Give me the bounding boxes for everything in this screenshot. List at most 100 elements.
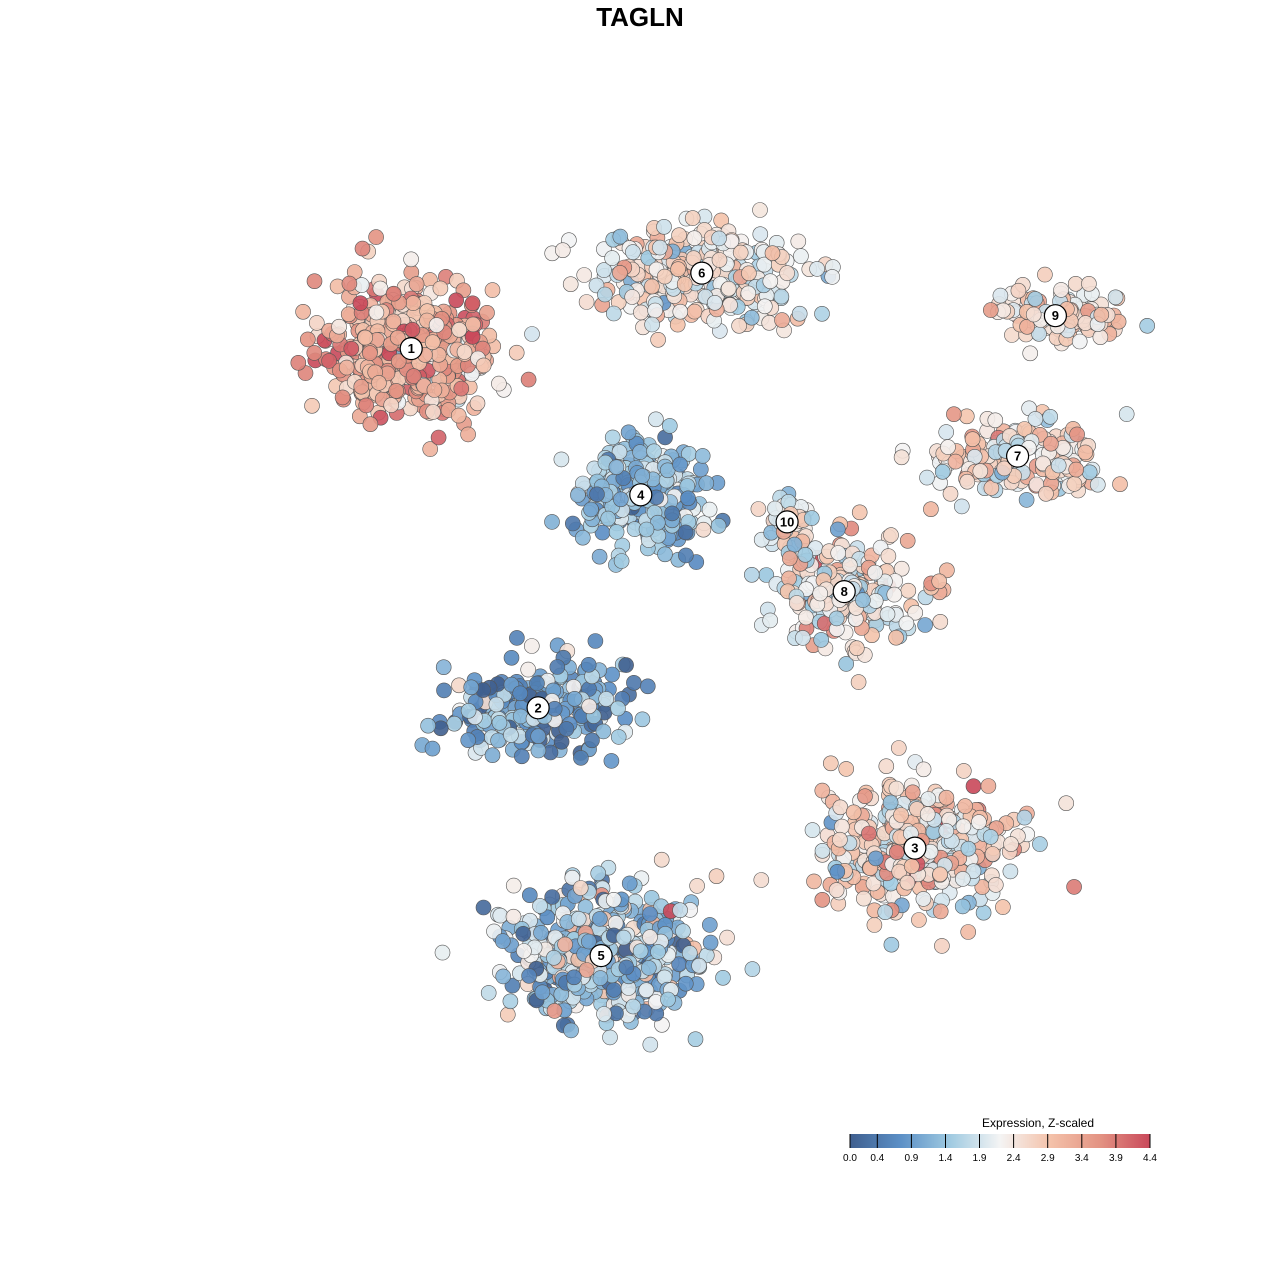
cell-point	[883, 936, 900, 953]
cell-point	[955, 818, 972, 835]
cell-point	[597, 286, 613, 303]
cluster-label-5: 5	[597, 948, 604, 963]
cell-point	[463, 679, 480, 696]
cell-point	[740, 285, 757, 302]
cell-point	[917, 617, 933, 633]
cell-point	[767, 500, 783, 517]
cell-point	[299, 331, 316, 348]
cell-point	[880, 548, 897, 564]
cell-point	[1042, 408, 1058, 425]
cell-point	[558, 721, 575, 737]
cell-point	[650, 331, 666, 348]
cell-point	[420, 717, 436, 734]
cell-point	[484, 747, 501, 764]
cell-point	[888, 629, 904, 646]
cell-point	[638, 521, 655, 538]
cell-point	[523, 638, 540, 654]
colorbar-tick-label: 0.9	[904, 1153, 918, 1164]
cell-point	[774, 312, 790, 328]
cell-point	[638, 982, 655, 999]
cell-point	[1016, 421, 1033, 437]
colorbar-tick-label: 3.4	[1075, 1153, 1089, 1164]
cell-point	[304, 397, 320, 414]
cluster-label-badge	[1005, 444, 1030, 468]
cell-point	[882, 794, 899, 811]
cell-point	[701, 501, 718, 518]
cell-point	[1003, 836, 1019, 852]
cell-point	[624, 289, 641, 305]
cell-point	[791, 305, 808, 322]
cell-point	[503, 649, 520, 666]
cell-point	[814, 842, 831, 859]
cell-point	[886, 586, 903, 603]
cell-point	[904, 784, 921, 801]
cell-point	[899, 532, 916, 549]
cell-point	[634, 711, 651, 728]
cell-point	[573, 750, 589, 766]
cell-point	[972, 463, 989, 479]
cell-point	[512, 708, 529, 725]
cell-point	[479, 304, 495, 321]
cell-point	[608, 524, 625, 540]
cell-point	[521, 887, 538, 904]
cell-point	[687, 1031, 704, 1047]
cell-point	[596, 1006, 612, 1022]
cell-point	[855, 592, 871, 608]
cell-point	[915, 891, 932, 907]
cell-point	[383, 397, 400, 413]
cell-point	[580, 933, 597, 950]
cell-point	[744, 961, 761, 977]
cell-point	[290, 354, 307, 371]
cell-point	[822, 755, 839, 772]
cell-point	[971, 814, 987, 830]
cell-point	[987, 412, 1004, 429]
cell-point	[580, 656, 597, 673]
cell-point	[678, 547, 694, 564]
cell-point	[321, 353, 337, 369]
colorbar-tick-label: 0.0	[843, 1153, 857, 1164]
cell-point	[352, 295, 369, 312]
cell-point	[923, 501, 939, 518]
cell-point	[1022, 345, 1038, 362]
cell-point	[691, 957, 707, 974]
cluster-label-4: 4	[637, 487, 645, 502]
cell-point	[965, 778, 982, 795]
cell-point	[632, 943, 649, 960]
cell-point	[857, 788, 873, 805]
cell-point	[867, 564, 883, 581]
cluster-label-badge	[399, 337, 423, 361]
cell-point	[992, 287, 1009, 304]
cell-point	[515, 925, 532, 942]
cell-point	[492, 907, 509, 924]
cell-point	[878, 758, 895, 775]
cell-point	[656, 268, 673, 285]
cell-point	[460, 426, 476, 443]
colorbar-tick-label: 4.4	[1143, 1153, 1157, 1164]
cell-point	[672, 303, 689, 320]
cell-point	[451, 321, 468, 338]
cell-point	[1050, 457, 1067, 474]
cell-point	[611, 444, 628, 460]
cell-point	[888, 780, 905, 797]
cell-point	[958, 408, 975, 425]
cell-point	[368, 229, 384, 245]
cell-point	[987, 877, 1004, 893]
cell-point	[520, 661, 537, 678]
cluster-label-10: 10	[780, 514, 794, 529]
cell-point	[980, 778, 997, 794]
cell-point	[942, 485, 959, 502]
cell-point	[533, 924, 549, 941]
cell-point	[975, 904, 992, 921]
cell-point	[626, 674, 642, 691]
cell-point	[893, 807, 909, 823]
cell-point	[1018, 492, 1035, 508]
cell-point	[584, 732, 600, 749]
cluster-label-badge	[589, 943, 613, 968]
cell-point	[633, 304, 649, 321]
cell-point	[338, 359, 355, 376]
cell-point	[1107, 289, 1124, 306]
cell-point	[701, 917, 718, 933]
cell-point	[648, 411, 664, 428]
cell-point	[1002, 863, 1019, 880]
cell-point	[957, 798, 973, 814]
